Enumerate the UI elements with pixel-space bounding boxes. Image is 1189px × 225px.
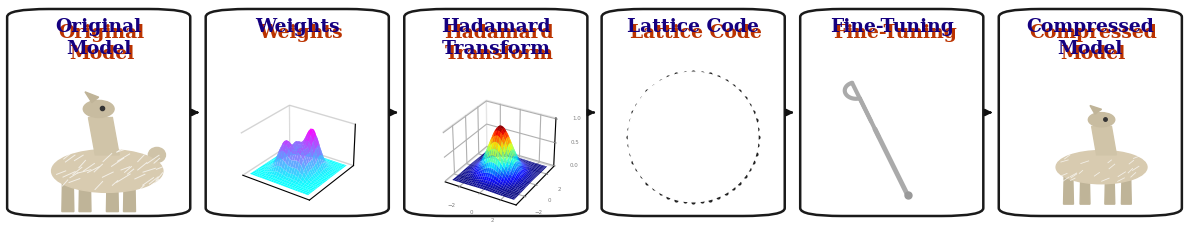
- Polygon shape: [1105, 166, 1115, 204]
- Ellipse shape: [1088, 112, 1115, 127]
- Circle shape: [687, 132, 699, 142]
- Circle shape: [679, 123, 707, 151]
- Circle shape: [666, 110, 721, 164]
- Circle shape: [675, 119, 711, 155]
- Circle shape: [684, 128, 703, 146]
- FancyBboxPatch shape: [7, 9, 190, 216]
- Circle shape: [690, 133, 697, 141]
- FancyBboxPatch shape: [404, 9, 587, 216]
- Circle shape: [650, 94, 736, 180]
- Text: Weights: Weights: [254, 18, 340, 36]
- Circle shape: [673, 117, 713, 157]
- Circle shape: [669, 114, 717, 160]
- Text: Compressed
Model: Compressed Model: [1030, 24, 1157, 63]
- Ellipse shape: [149, 147, 165, 162]
- Circle shape: [643, 87, 743, 187]
- Circle shape: [688, 132, 698, 142]
- Circle shape: [680, 124, 706, 150]
- Polygon shape: [1121, 166, 1131, 204]
- Text: Hadamard
Transform: Hadamard Transform: [443, 24, 554, 63]
- Polygon shape: [106, 166, 119, 212]
- Circle shape: [655, 99, 731, 175]
- Ellipse shape: [1056, 151, 1147, 184]
- Text: Fine-Tuning: Fine-Tuning: [830, 18, 954, 36]
- Polygon shape: [1090, 106, 1101, 114]
- Circle shape: [648, 92, 738, 182]
- Polygon shape: [84, 92, 99, 103]
- Circle shape: [654, 97, 732, 177]
- Circle shape: [641, 85, 746, 189]
- Text: Compressed
Model: Compressed Model: [1026, 18, 1155, 58]
- Circle shape: [630, 74, 756, 200]
- Circle shape: [644, 88, 742, 186]
- Polygon shape: [88, 117, 119, 155]
- Circle shape: [691, 135, 696, 139]
- Circle shape: [637, 81, 749, 193]
- Ellipse shape: [51, 150, 163, 192]
- Circle shape: [633, 76, 754, 198]
- Circle shape: [686, 130, 700, 144]
- Circle shape: [634, 78, 753, 196]
- Polygon shape: [1092, 126, 1116, 155]
- Circle shape: [659, 103, 728, 171]
- Polygon shape: [78, 166, 92, 212]
- Circle shape: [668, 112, 718, 162]
- FancyBboxPatch shape: [999, 9, 1182, 216]
- Circle shape: [682, 126, 704, 148]
- Circle shape: [665, 108, 722, 166]
- Circle shape: [647, 90, 740, 184]
- Text: Weights: Weights: [258, 24, 342, 42]
- Polygon shape: [62, 166, 74, 212]
- Text: Lattice Code: Lattice Code: [630, 24, 762, 42]
- Circle shape: [677, 121, 710, 153]
- Circle shape: [672, 115, 715, 159]
- Circle shape: [661, 105, 725, 169]
- Text: Original
Model: Original Model: [58, 24, 145, 63]
- Text: Hadamard
Transform: Hadamard Transform: [441, 18, 551, 58]
- Circle shape: [629, 72, 757, 202]
- Circle shape: [652, 96, 735, 178]
- Circle shape: [636, 79, 750, 195]
- FancyBboxPatch shape: [206, 9, 389, 216]
- Text: Fine-Tuning: Fine-Tuning: [832, 24, 957, 42]
- Text: Lattice Code: Lattice Code: [628, 18, 759, 36]
- Circle shape: [640, 83, 747, 191]
- Circle shape: [662, 106, 724, 168]
- Polygon shape: [1080, 166, 1090, 204]
- Polygon shape: [124, 166, 136, 212]
- Text: Original
Model: Original Model: [56, 18, 141, 58]
- FancyBboxPatch shape: [602, 9, 785, 216]
- Circle shape: [658, 101, 729, 173]
- Ellipse shape: [83, 100, 114, 117]
- Polygon shape: [1063, 166, 1074, 204]
- FancyBboxPatch shape: [800, 9, 983, 216]
